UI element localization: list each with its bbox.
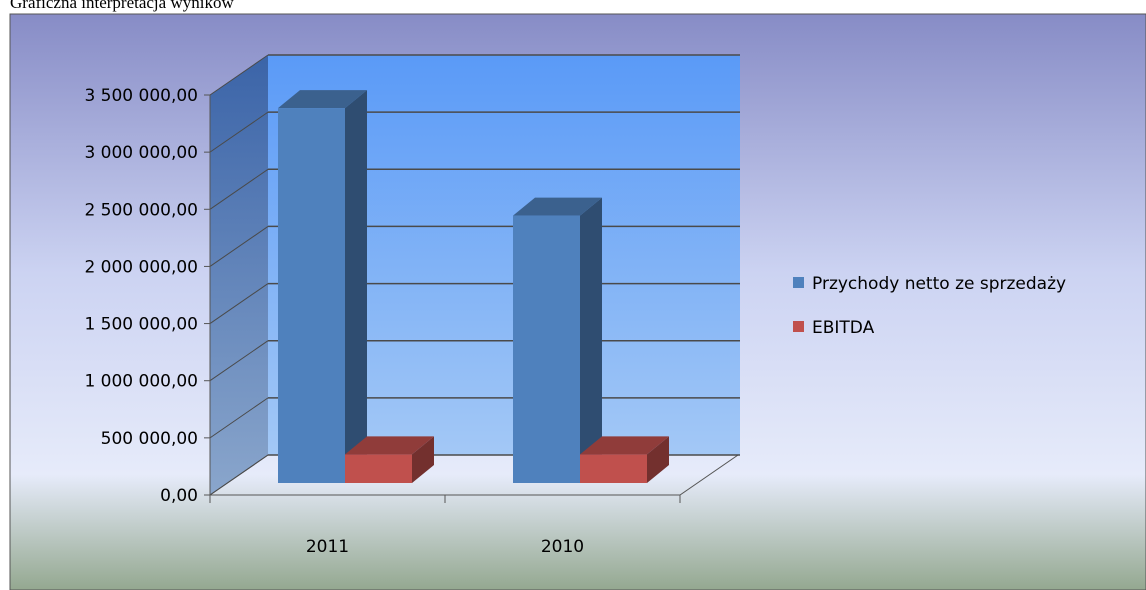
- grid-line: [209, 340, 269, 382]
- grid-line: [209, 226, 269, 267]
- x-tick-label: 2010: [541, 537, 584, 557]
- bar: [345, 454, 412, 483]
- grid-line: [209, 283, 269, 324]
- y-tick-label: 1 000 000,00: [84, 372, 198, 392]
- bar: [580, 454, 647, 483]
- caption: Graficzna interpretacja wyników: [10, 0, 234, 12]
- legend-swatch: [793, 277, 804, 288]
- y-tick-label: 3 000 000,00: [84, 143, 198, 163]
- bar-side: [412, 436, 434, 483]
- y-tick-label: 0,00: [160, 486, 198, 506]
- x-tick-label: 2011: [306, 537, 349, 557]
- y-tick-label: 2 000 000,00: [84, 257, 198, 277]
- grid-line: [209, 54, 269, 96]
- y-tick-label: 3 500 000,00: [84, 86, 198, 106]
- bar-top: [278, 90, 367, 109]
- back-wall: [268, 55, 740, 455]
- bar: [513, 215, 580, 484]
- bar-side: [580, 197, 602, 484]
- grid-line: [209, 397, 269, 439]
- legend-label: EBITDA: [812, 318, 875, 338]
- grid-line: [209, 454, 269, 496]
- bar-side: [345, 90, 367, 484]
- legend-label: Przychody netto ze sprzedaży: [812, 274, 1066, 294]
- legend-swatch: [793, 321, 804, 332]
- bar-top: [580, 436, 669, 455]
- grid-line: [209, 168, 269, 210]
- bar-top: [345, 436, 434, 455]
- y-tick-label: 1 500 000,00: [84, 315, 198, 335]
- y-tick-label: 2 500 000,00: [84, 200, 198, 220]
- grid-line: [209, 111, 269, 153]
- bar-side: [647, 436, 669, 483]
- bar-top: [513, 197, 602, 216]
- side-wall: [210, 55, 268, 495]
- bar: [278, 108, 345, 484]
- y-tick-label: 500 000,00: [101, 429, 198, 449]
